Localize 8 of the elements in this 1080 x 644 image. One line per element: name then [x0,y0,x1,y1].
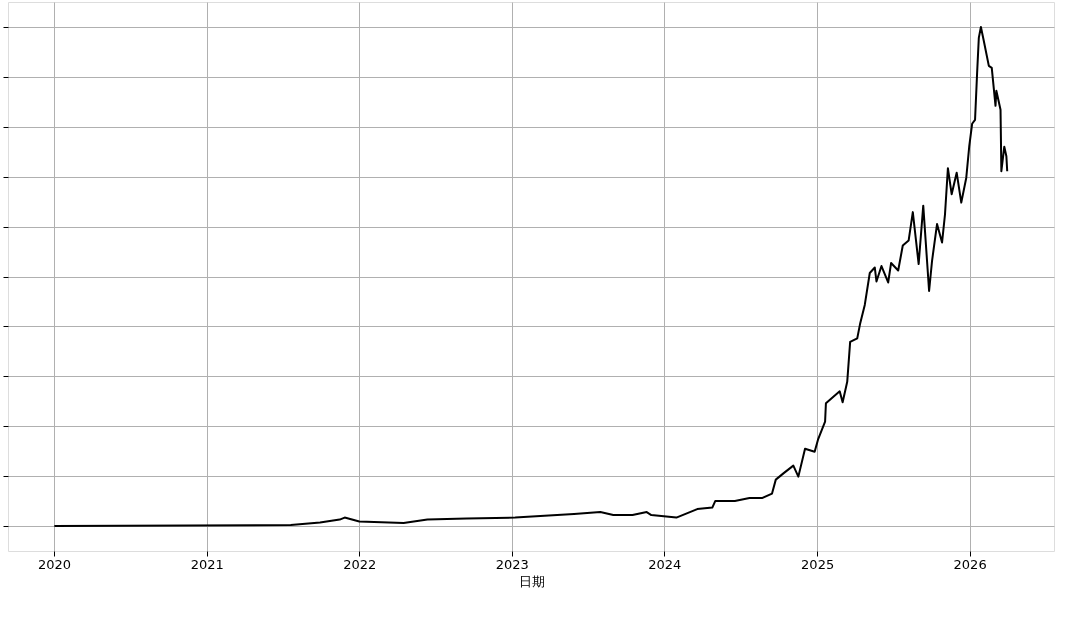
x-tick-label: 2025 [801,556,835,572]
x-tick-label: 2021 [190,556,224,572]
x-tick-label: 2026 [953,556,987,572]
x-tick-label: 2020 [37,556,71,572]
x-tick-label: 2022 [343,556,377,572]
x-tick-label: 2024 [648,556,682,572]
x-axis-title: 日期 [518,573,545,589]
x-tick-label: 2023 [495,556,529,572]
